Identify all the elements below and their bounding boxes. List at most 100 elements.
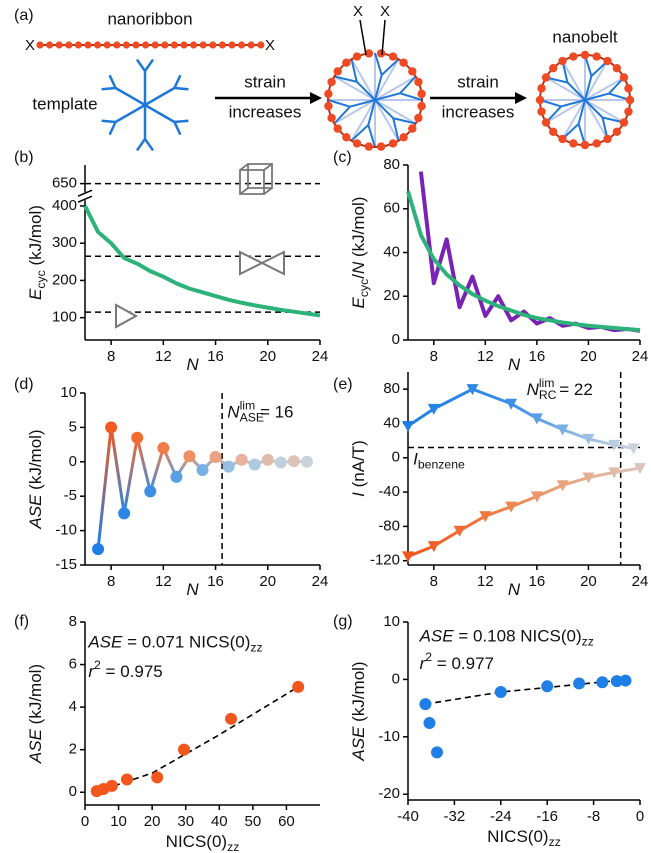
- nanobelt-label: nanobelt: [552, 27, 618, 46]
- template-fork: [135, 58, 147, 72]
- line-segment: [561, 476, 590, 487]
- y-tick-label: 0: [392, 449, 400, 466]
- atom: [132, 41, 140, 49]
- marker: [105, 421, 118, 434]
- template-fork: [173, 74, 182, 89]
- text-run: = 16: [255, 403, 293, 422]
- atom: [558, 56, 567, 66]
- text-run: N: [508, 580, 521, 599]
- annotation: r2 = 0.975: [88, 658, 162, 681]
- atom: [376, 49, 386, 58]
- atom: [170, 41, 178, 49]
- ring-fork: [381, 58, 400, 76]
- atom: [324, 101, 333, 111]
- y-tick-label: 4: [69, 698, 77, 715]
- atom: [247, 41, 255, 49]
- marker: [209, 450, 222, 463]
- atom: [535, 95, 545, 105]
- atom: [74, 41, 82, 49]
- x-tick-label: 10: [110, 813, 127, 830]
- x-tick-label: 0: [636, 808, 644, 825]
- x-tick-label: -32: [444, 808, 466, 825]
- ring-arm: [349, 99, 376, 108]
- x-tick-label: 12: [477, 573, 494, 590]
- marker: [287, 455, 300, 468]
- atom: [376, 142, 386, 151]
- y-tick-label: -80: [378, 517, 400, 534]
- x-tick-label: 12: [155, 573, 172, 590]
- y-tick-label: 10: [60, 384, 77, 401]
- atom: [408, 67, 417, 76]
- y-tick-label: 400: [52, 197, 77, 214]
- spoke: [584, 99, 625, 124]
- ring-arm: [374, 92, 401, 101]
- text-run: (kJ/mol): [349, 197, 368, 262]
- marker: [596, 676, 609, 689]
- atom: [537, 107, 546, 116]
- marker: [92, 543, 105, 556]
- line-segment: [612, 466, 642, 474]
- marker: [105, 779, 118, 792]
- ring-fork: [334, 75, 357, 83]
- atom: [238, 41, 246, 49]
- arrow-label: increases: [442, 102, 515, 121]
- marker: [466, 384, 479, 396]
- atom: [65, 41, 73, 49]
- end-label: X: [380, 3, 390, 20]
- x-tick-label: 8: [107, 573, 115, 590]
- marker: [196, 464, 209, 477]
- x-tick-label: 24: [312, 573, 329, 590]
- spoke: [374, 58, 400, 101]
- x-axis-label: N: [186, 355, 199, 374]
- marker: [170, 470, 183, 483]
- x-tick-label: 0: [81, 813, 89, 830]
- y-tick-label: 0: [392, 331, 400, 348]
- template-arm: [144, 86, 176, 107]
- x-tick-label: 8: [430, 573, 438, 590]
- atom: [180, 41, 188, 49]
- x-tick-label: 40: [211, 813, 228, 830]
- marker: [131, 431, 144, 444]
- icon-bowtie: [239, 250, 285, 276]
- text-run: (kJ/mol): [26, 429, 45, 494]
- y-axis-label: Ecyc/N (kJ/mol): [349, 197, 371, 309]
- y-tick-label: 0: [392, 670, 400, 687]
- atom: [569, 139, 578, 148]
- x-tick-label: 24: [632, 573, 649, 590]
- atom: [541, 118, 551, 127]
- text-run: (nA/T): [349, 440, 368, 492]
- marker: [573, 677, 586, 690]
- atom: [624, 84, 633, 93]
- marker: [402, 421, 414, 433]
- ring-arm: [584, 99, 604, 119]
- y-tick-label: 40: [383, 243, 400, 260]
- marker: [634, 463, 646, 475]
- text-run: benzene: [418, 458, 465, 472]
- text-run: I: [349, 492, 368, 497]
- marker: [118, 507, 131, 520]
- text-run: ASE: [87, 633, 123, 652]
- marker: [248, 458, 261, 471]
- marker: [479, 511, 492, 523]
- nanoribbon-label: nanoribbon: [107, 9, 192, 28]
- text-run: ASE: [26, 494, 45, 530]
- end-label: X: [265, 37, 275, 54]
- series-group: [406, 171, 641, 333]
- y-tick-label: 0: [69, 783, 77, 800]
- ring-arm: [367, 99, 376, 126]
- atom: [388, 139, 398, 148]
- x-tick-label: 50: [245, 813, 262, 830]
- marker: [225, 712, 238, 725]
- template-fork: [101, 119, 116, 124]
- x-tick-label: 8: [107, 348, 115, 365]
- annotation: NRClim = 22: [527, 376, 593, 402]
- text-run: r: [88, 663, 95, 682]
- atom: [228, 41, 236, 49]
- panel-label: (d): [14, 376, 34, 393]
- y-axis-label: I (nA/T): [349, 440, 368, 497]
- panel-label: (e): [333, 376, 353, 393]
- atom: [417, 89, 426, 99]
- x-tick-label: 16: [207, 348, 224, 365]
- x-tick-label: 12: [155, 348, 172, 365]
- y-axis-label: ASE (kJ/mol): [26, 429, 45, 529]
